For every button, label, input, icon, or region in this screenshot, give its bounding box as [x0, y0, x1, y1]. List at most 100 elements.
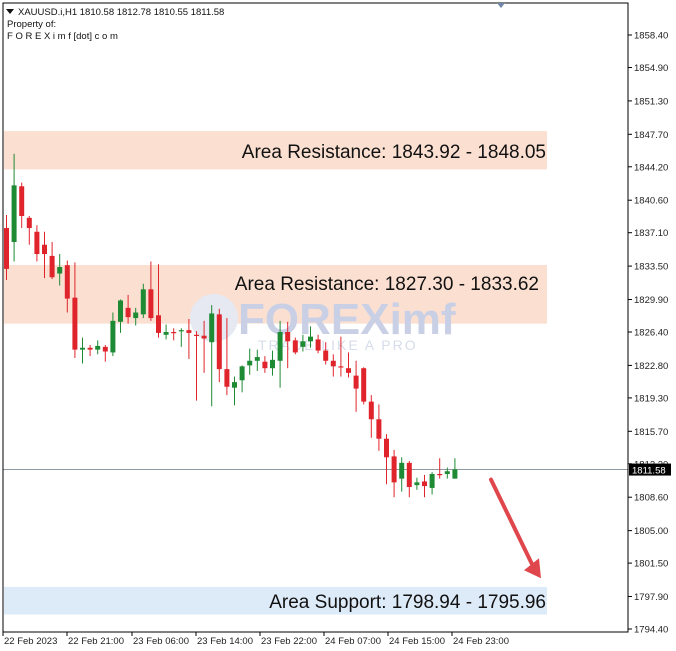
candle [26, 215, 32, 245]
symbol-header: XAUUSD.i,H1 1810.58 1812.78 1810.55 1811… [18, 7, 224, 18]
candle [102, 344, 108, 362]
candle-body [406, 462, 412, 487]
collapse-triangle-icon[interactable] [6, 9, 14, 14]
candle [171, 328, 177, 341]
candle-body [201, 335, 207, 339]
y-tick-label: 1844.20 [634, 162, 668, 173]
y-tick-label: 1829.90 [634, 295, 668, 306]
candle-body [26, 217, 32, 229]
candle-body [209, 313, 215, 343]
candle [49, 241, 55, 280]
candle [437, 458, 443, 479]
candle-body [323, 350, 329, 361]
y-tick-label: 1833.50 [634, 262, 668, 273]
candle-body [300, 341, 306, 347]
candle [346, 352, 351, 378]
candle [308, 326, 313, 348]
candle [315, 334, 321, 354]
candle-body [384, 438, 389, 458]
x-tick-label: 23 Feb 14:00 [197, 636, 253, 647]
candle [247, 348, 253, 375]
zone-label-resistance-1: Area Resistance: 1843.92 - 1848.05 [242, 142, 546, 163]
x-tick-label: 23 Feb 06:00 [133, 636, 189, 647]
candle [368, 395, 374, 438]
candle-body [437, 474, 443, 476]
candle [452, 458, 458, 479]
candle [262, 356, 268, 373]
candle [156, 264, 161, 338]
candle-body [315, 339, 321, 351]
projection-arrow [489, 477, 541, 579]
candle [4, 215, 9, 281]
y-tick-label: 1819.30 [634, 393, 668, 404]
candle-body [224, 369, 230, 387]
candle [178, 328, 184, 347]
candle [300, 334, 306, 352]
candle-body [232, 382, 237, 388]
candles-layer [4, 153, 458, 498]
y-tick-label: 1797.90 [634, 592, 668, 603]
candle [64, 260, 70, 313]
candle-body [64, 265, 70, 299]
candle-body [102, 346, 108, 352]
y-tick-label: 1837.10 [634, 228, 668, 239]
y-tick-label: 1847.70 [634, 130, 668, 141]
x-tick-label: 24 Feb 07:00 [325, 636, 381, 647]
candle [224, 318, 230, 396]
candle-body [429, 474, 435, 488]
candle-body [444, 471, 450, 475]
candle-body [171, 332, 177, 334]
current-price-tag: 1811.58 [629, 463, 671, 477]
y-tick-label: 1851.30 [634, 96, 668, 107]
candle-body [4, 228, 9, 269]
candle [72, 262, 78, 358]
brand-label: F O R E X i m f [dot] c o m [7, 31, 118, 42]
candle [399, 457, 405, 492]
candle-body [125, 307, 131, 318]
candle-body [118, 300, 123, 322]
candle-body [156, 315, 161, 333]
candle [42, 231, 47, 279]
candle-body [34, 231, 40, 255]
candle [57, 254, 63, 286]
candle [194, 331, 199, 401]
candle [110, 312, 116, 357]
y-tick-label: 1854.90 [634, 63, 668, 74]
candle [338, 336, 344, 377]
candle-body [178, 330, 184, 332]
candle [148, 261, 154, 321]
shift-marker-icon[interactable] [497, 3, 505, 8]
plot-frame [2, 2, 629, 633]
watermark: FOREXimf TRADE LIKE A PRO [190, 294, 456, 353]
resistance-zone-1 [4, 131, 547, 170]
candle [422, 474, 427, 498]
candle-body [42, 244, 47, 255]
y-tick-label: 1822.80 [634, 361, 668, 372]
zone-label-resistance-2: Area Resistance: 1827.30 - 1833.62 [235, 274, 539, 295]
candle-body [368, 401, 374, 420]
candle-body [49, 255, 55, 278]
y-tick-label: 1808.60 [634, 493, 668, 504]
candle [391, 449, 397, 498]
candle-body [399, 462, 405, 479]
candle [11, 153, 17, 262]
y-tick-label: 1815.70 [634, 427, 668, 438]
property-label: Property of: [7, 19, 56, 30]
candle [239, 365, 245, 393]
arrow-head-icon [524, 558, 541, 579]
x-tick-label: 24 Feb 23:00 [453, 636, 509, 647]
candle-body [353, 375, 359, 389]
candle-body [285, 332, 291, 342]
candle-body [110, 320, 116, 353]
candle [95, 340, 101, 355]
candle [232, 376, 237, 406]
x-tick-label: 23 Feb 22:00 [261, 636, 317, 647]
candle [140, 283, 146, 319]
candle-body [163, 332, 169, 335]
y-tick-label: 1805.00 [634, 526, 668, 537]
candle-body [277, 332, 283, 361]
candle-body [80, 347, 85, 350]
y-tick-label: 1858.40 [634, 31, 668, 42]
candle-body [148, 289, 154, 319]
